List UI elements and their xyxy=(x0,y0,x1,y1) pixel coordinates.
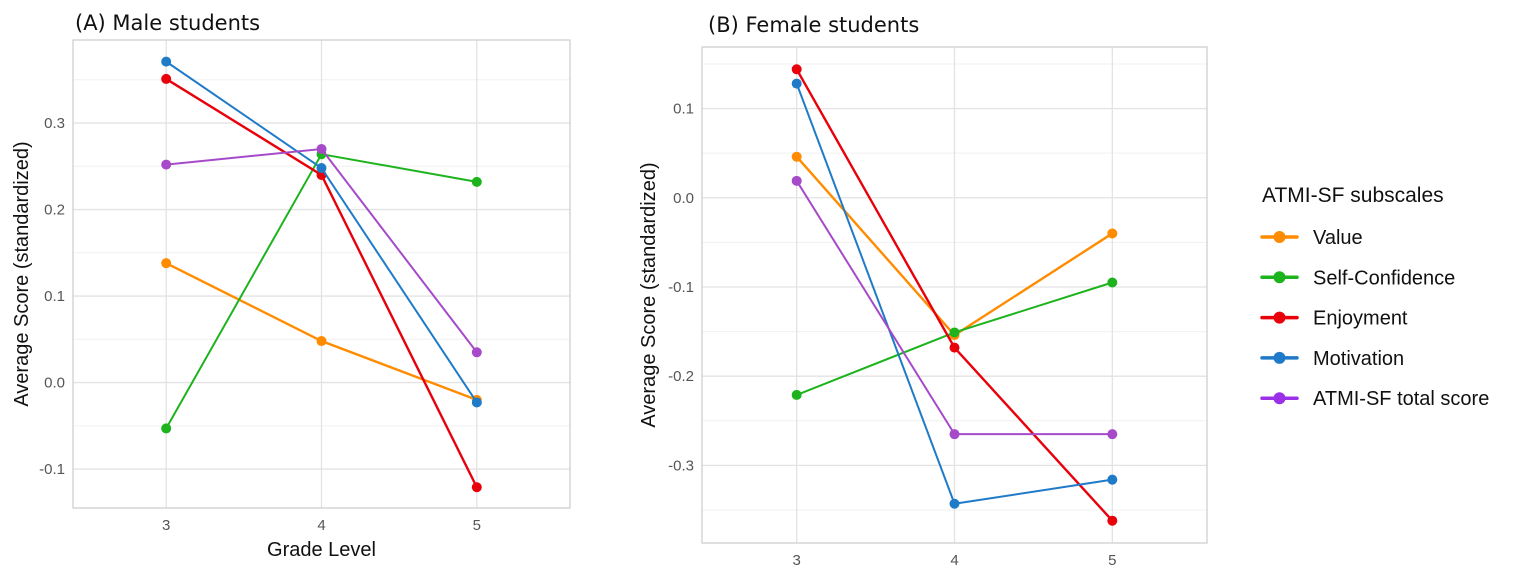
data-point-atmi-sf-total-score xyxy=(791,175,802,186)
legend-item-value: Value xyxy=(1260,227,1363,249)
y-tick-label: 0.2 xyxy=(44,202,65,219)
panel-female: -0.3 -0.2 -0.1 0.0 0.1 3 4 5 (B) Female students… xyxy=(638,13,1208,575)
data-point-motivation xyxy=(791,78,802,89)
data-point-atmi-sf-total-score xyxy=(161,159,172,170)
series-motivation xyxy=(791,78,1118,509)
series-atmi-sf-total-score xyxy=(161,143,482,358)
data-point-enjoyment xyxy=(471,482,482,493)
legend-item-enjoyment: Enjoyment xyxy=(1260,308,1408,330)
y-tick-label: 0.1 xyxy=(673,101,694,118)
data-point-motivation xyxy=(1107,474,1118,485)
data-point-atmi-sf-total-score xyxy=(471,347,482,358)
y-tick-label: 0.0 xyxy=(673,190,694,207)
data-point-enjoyment xyxy=(949,342,960,353)
x-tick-label: 4 xyxy=(950,552,958,569)
data-point-motivation xyxy=(949,498,960,509)
data-point-value xyxy=(1107,228,1118,239)
legend-label: Self-Confidence xyxy=(1313,267,1455,289)
series-self-confidence xyxy=(161,149,482,434)
legend: ATMI-SF subscales Value Self-Confidence Enj… xyxy=(1260,184,1489,410)
data-point-self-confidence xyxy=(791,389,802,400)
series-enjoyment xyxy=(791,64,1118,526)
data-point-atmi-sf-total-score xyxy=(1107,429,1118,440)
panel-border xyxy=(701,46,1208,544)
data-point-self-confidence xyxy=(949,327,960,338)
series-enjoyment xyxy=(161,73,482,493)
legend-label: Value xyxy=(1313,227,1363,249)
y-tick-label: 0.0 xyxy=(44,375,65,392)
legend-label: ATMI-SF total score xyxy=(1313,388,1489,410)
legend-label: Enjoyment xyxy=(1313,308,1408,330)
x-tick-label: 5 xyxy=(1108,552,1116,569)
legend-item-self-confidence: Self-Confidence xyxy=(1260,267,1455,289)
data-point-motivation xyxy=(316,163,327,174)
panel-male: -0.1 0.0 0.1 0.2 0.3 3 4 5 (A) Male students Grad… xyxy=(11,11,571,561)
x-tick-label: 5 xyxy=(473,517,481,534)
y-tick-label: -0.1 xyxy=(39,461,65,478)
series-self-confidence xyxy=(791,277,1118,400)
series-motivation xyxy=(161,56,482,408)
data-point-enjoyment xyxy=(791,64,802,75)
x-tick-label: 3 xyxy=(793,552,801,569)
y-axis-title: Average Score (standardized) xyxy=(638,162,660,427)
x-tick-label: 4 xyxy=(317,517,325,534)
x-tick-label: 3 xyxy=(162,517,170,534)
y-axis-title: Average Score (standardized) xyxy=(11,141,33,406)
panel-title: (A) Male students xyxy=(75,11,260,35)
data-point-enjoyment xyxy=(1107,515,1118,526)
panel-border xyxy=(72,39,571,509)
data-point-atmi-sf-total-score xyxy=(316,143,327,154)
x-axis-title: Grade Level xyxy=(267,539,376,561)
data-point-value xyxy=(791,151,802,162)
legend-title: ATMI-SF subscales xyxy=(1262,184,1444,207)
legend-key-marker xyxy=(1273,271,1286,284)
y-tick-label: -0.3 xyxy=(668,457,694,474)
legend-item-motivation: Motivation xyxy=(1260,348,1404,370)
series-atmi-sf-total-score xyxy=(791,175,1118,440)
panel-title: (B) Female students xyxy=(708,13,919,37)
legend-key-marker xyxy=(1273,311,1286,324)
legend-item-atmi-sf-total-score: ATMI-SF total score xyxy=(1260,388,1489,410)
legend-key-marker xyxy=(1273,351,1286,364)
data-point-atmi-sf-total-score xyxy=(949,429,960,440)
legend-key-marker xyxy=(1273,231,1286,243)
data-point-self-confidence xyxy=(471,176,482,187)
data-point-value xyxy=(161,258,172,269)
y-tick-label: 0.1 xyxy=(44,288,65,305)
y-tick-label: -0.2 xyxy=(668,368,694,385)
y-tick-label: 0.3 xyxy=(44,115,65,132)
data-point-self-confidence xyxy=(161,423,172,434)
data-point-motivation xyxy=(161,56,172,67)
data-point-motivation xyxy=(471,397,482,408)
data-point-enjoyment xyxy=(161,73,172,84)
legend-key-marker xyxy=(1273,392,1286,405)
data-point-self-confidence xyxy=(1107,277,1118,288)
y-tick-label: -0.1 xyxy=(668,279,694,296)
data-point-value xyxy=(316,336,327,347)
legend-label: Motivation xyxy=(1313,348,1404,370)
